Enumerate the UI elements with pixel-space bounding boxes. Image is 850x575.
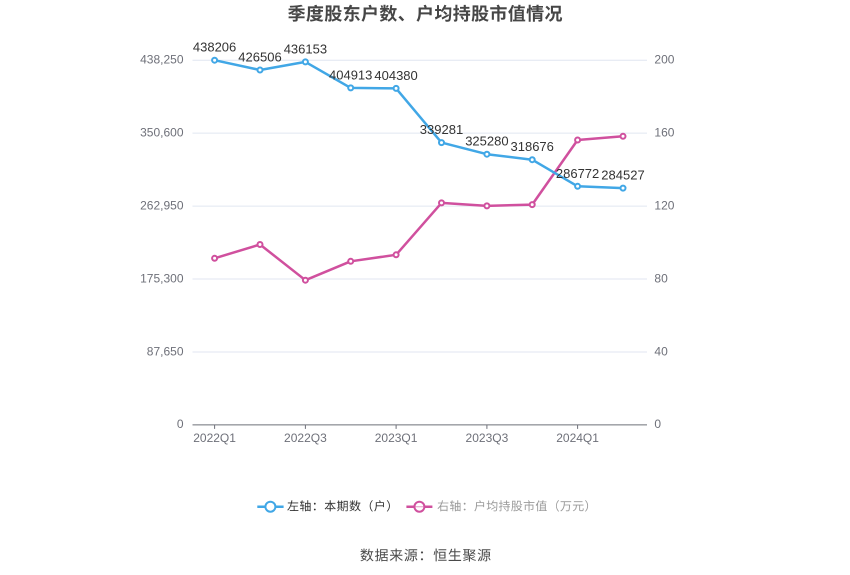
- svg-text:160: 160: [654, 125, 674, 139]
- svg-text:426506: 426506: [238, 50, 281, 65]
- svg-text:318676: 318676: [511, 139, 554, 154]
- svg-text:404913: 404913: [329, 67, 372, 82]
- svg-text:87,650: 87,650: [147, 344, 184, 358]
- svg-text:120: 120: [654, 198, 674, 212]
- svg-text:2023Q1: 2023Q1: [375, 431, 418, 445]
- svg-text:2022Q1: 2022Q1: [193, 431, 236, 445]
- svg-text:436153: 436153: [284, 41, 327, 56]
- svg-text:80: 80: [654, 271, 668, 285]
- svg-text:404380: 404380: [374, 68, 417, 83]
- svg-text:350,600: 350,600: [140, 125, 184, 139]
- svg-text:284527: 284527: [601, 168, 644, 183]
- svg-text:262,950: 262,950: [140, 198, 184, 212]
- svg-text:200: 200: [654, 53, 674, 67]
- svg-text:0: 0: [654, 417, 661, 431]
- svg-text:0: 0: [177, 417, 184, 431]
- svg-text:2023Q3: 2023Q3: [466, 431, 509, 445]
- svg-text:339281: 339281: [420, 122, 463, 137]
- svg-text:325280: 325280: [465, 134, 508, 149]
- svg-text:40: 40: [654, 344, 668, 358]
- svg-text:438,250: 438,250: [140, 53, 184, 67]
- svg-text:286772: 286772: [556, 166, 599, 181]
- svg-text:2024Q1: 2024Q1: [556, 431, 599, 445]
- svg-text:438206: 438206: [193, 40, 236, 55]
- svg-text:2022Q3: 2022Q3: [284, 431, 327, 445]
- svg-text:175,300: 175,300: [140, 271, 184, 285]
